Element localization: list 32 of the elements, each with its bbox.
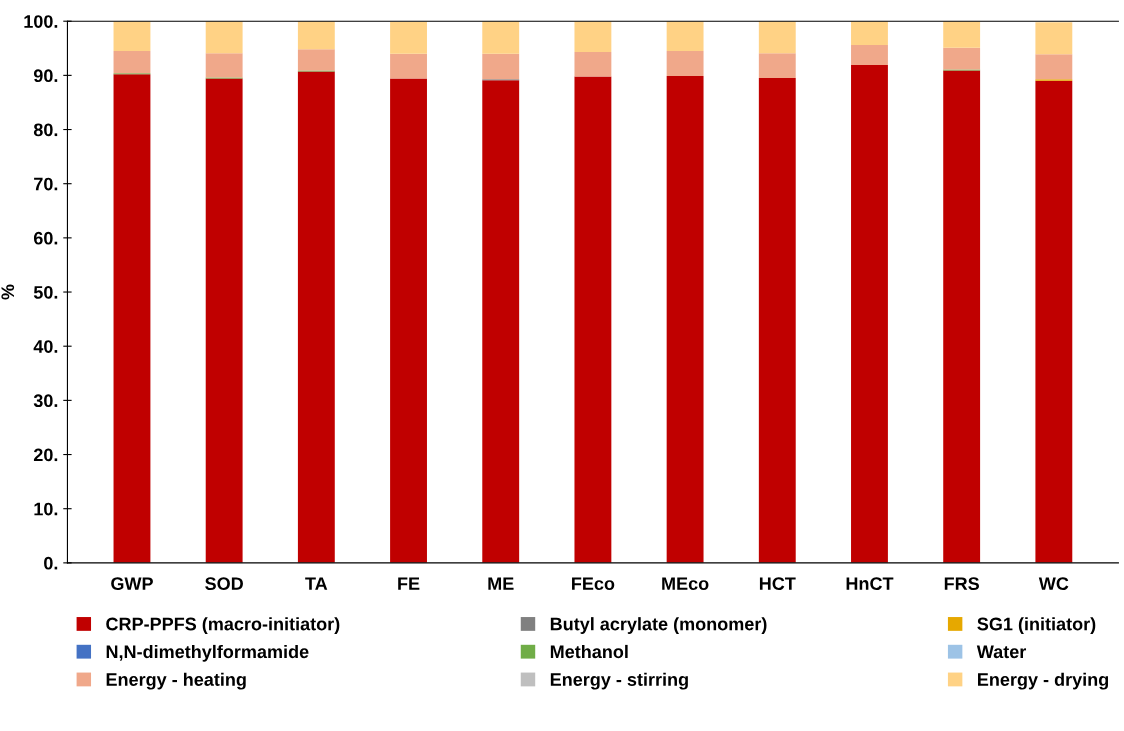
x-tick-label: FE — [398, 577, 420, 590]
legend-label: Water — [976, 645, 1027, 659]
x-tick-label: HCT — [759, 577, 796, 591]
y-tick-label: 60. — [33, 231, 58, 245]
y-tick-label: 30. — [33, 394, 58, 408]
y-axis-title: % — [1, 284, 15, 300]
legend-label: Methanol — [550, 644, 628, 659]
x-tick-label: TA — [305, 577, 328, 590]
x-tick-label: FRS — [944, 577, 980, 591]
y-tick-label: 70. — [34, 177, 58, 191]
x-tick-label: FEco — [572, 577, 615, 591]
legend-label: Energy - stirring — [550, 672, 688, 690]
legend-label: SG1 (initiator) — [977, 617, 1096, 634]
x-tick-label: ME — [488, 577, 514, 590]
x-tick-label: GWP — [111, 577, 153, 591]
x-tick-label: WC — [1038, 577, 1069, 591]
x-tick-label: HnCT — [846, 577, 894, 591]
legend-label: Butyl acrylate (monomer) — [550, 617, 767, 634]
y-tick-label: 90. — [33, 69, 58, 83]
x-tick-label: MEco — [662, 577, 709, 591]
legend-label: N,N-dimethylformamide — [106, 644, 309, 662]
legend-label: CRP-PPFS (macro-initiator) — [106, 617, 340, 634]
y-tick-label: 10. — [34, 502, 58, 516]
x-tick-label: SOD — [205, 577, 243, 591]
y-tick-label: 0. — [44, 556, 58, 570]
legend-label: Energy - drying — [978, 672, 1109, 690]
y-tick-label: 50. — [33, 285, 58, 299]
y-tick-label: 100. — [24, 15, 58, 28]
y-tick-label: 80. — [33, 123, 58, 137]
y-tick-label: 40. — [33, 340, 58, 353]
y-tick-label: 20. — [33, 448, 58, 462]
legend-label: Energy - heating — [106, 672, 246, 690]
